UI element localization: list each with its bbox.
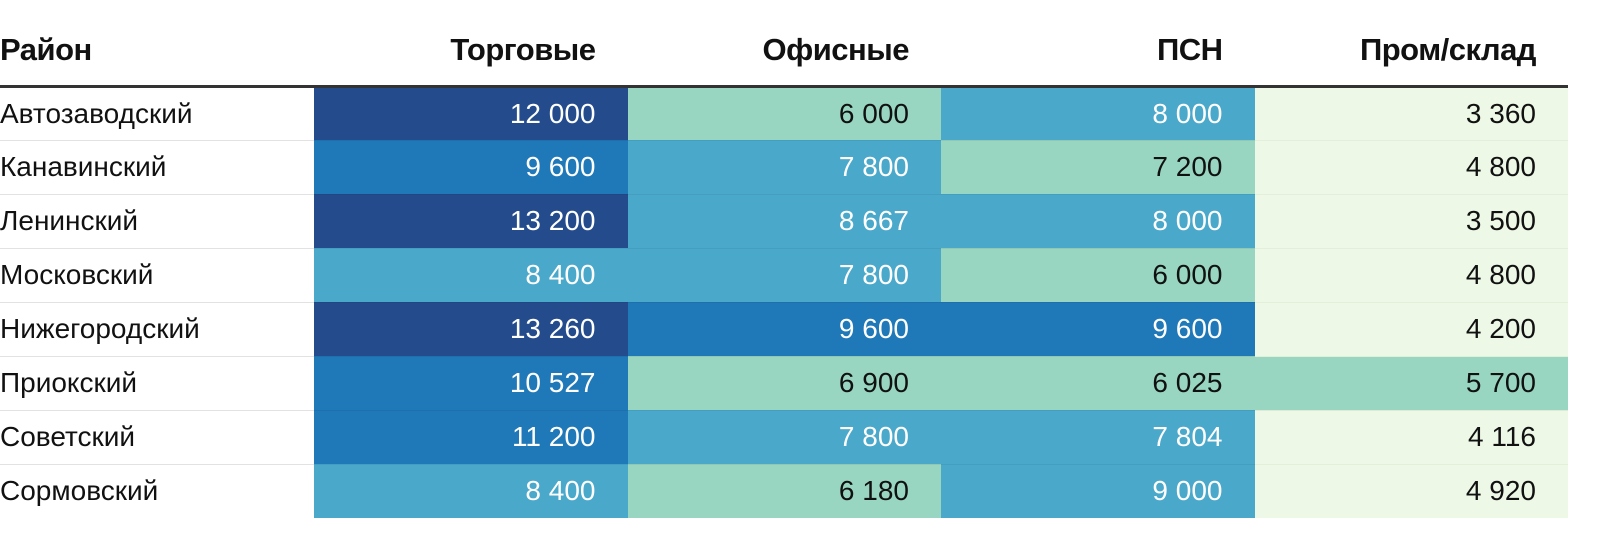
heat-cell: 6 900 <box>627 356 941 411</box>
heat-cell: 8 000 <box>941 86 1255 141</box>
district-name: Нижегородский <box>0 302 314 357</box>
heat-cell: 10 527 <box>314 356 628 411</box>
district-name: Ленинский <box>0 194 314 249</box>
district-name: Канавинский <box>0 140 314 195</box>
table-row: Сормовский 8 400 6 180 9 000 4 920 <box>0 464 1568 518</box>
heat-cell: 5 700 <box>1254 356 1568 411</box>
heat-cell: 11 200 <box>314 410 628 465</box>
table-row: Нижегородский 13 260 9 600 9 600 4 200 <box>0 302 1568 357</box>
heat-cell: 3 500 <box>1254 194 1568 249</box>
heat-cell: 4 200 <box>1254 302 1568 357</box>
heat-cell: 4 116 <box>1254 410 1568 465</box>
heat-cell: 13 200 <box>314 194 628 249</box>
district-name: Сормовский <box>0 464 314 518</box>
column-header-industrial-warehouse: Пром/склад <box>1254 0 1568 88</box>
heat-cell: 7 800 <box>627 248 941 303</box>
heat-cell: 9 600 <box>627 302 941 357</box>
heat-cell: 7 200 <box>941 140 1255 195</box>
table-row: Приокский 10 527 6 900 6 025 5 700 <box>0 356 1568 411</box>
heat-cell: 4 800 <box>1254 140 1568 195</box>
column-header-retail: Торговые <box>314 0 628 88</box>
header-row: Район Торговые Офисные ПСН Пром/склад <box>0 0 1568 88</box>
heat-cell: 9 600 <box>314 140 628 195</box>
heat-cell: 4 800 <box>1254 248 1568 303</box>
heat-cell: 4 920 <box>1254 464 1568 518</box>
heat-cell: 6 025 <box>941 356 1255 411</box>
table-body: Автозаводский 12 000 6 000 8 000 3 360 Канави… <box>0 86 1568 518</box>
heat-cell: 8 000 <box>941 194 1255 249</box>
heat-cell: 6 000 <box>627 86 941 141</box>
heat-cell: 6 000 <box>941 248 1255 303</box>
heat-cell: 7 800 <box>627 140 941 195</box>
column-header-psn: ПСН <box>941 0 1255 88</box>
heat-cell: 9 000 <box>941 464 1255 518</box>
heat-cell: 8 400 <box>314 464 628 518</box>
heat-cell: 8 667 <box>627 194 941 249</box>
heat-cell: 6 180 <box>627 464 941 518</box>
column-header-district: Район <box>0 0 314 88</box>
table-row: Советский 11 200 7 800 7 804 4 116 <box>0 410 1568 465</box>
heat-cell: 8 400 <box>314 248 628 303</box>
district-name: Советский <box>0 410 314 465</box>
column-header-office: Офисные <box>627 0 941 88</box>
table-row: Автозаводский 12 000 6 000 8 000 3 360 <box>0 86 1568 141</box>
table-row: Канавинский 9 600 7 800 7 200 4 800 <box>0 140 1568 195</box>
district-name: Московский <box>0 248 314 303</box>
heat-cell: 7 800 <box>627 410 941 465</box>
heatmap-table: Район Торговые Офисные ПСН Пром/склад Ав… <box>0 0 1568 518</box>
heat-cell: 12 000 <box>314 86 628 141</box>
district-name: Приокский <box>0 356 314 411</box>
heat-cell: 9 600 <box>941 302 1255 357</box>
heat-cell: 13 260 <box>314 302 628 357</box>
table-row: Ленинский 13 200 8 667 8 000 3 500 <box>0 194 1568 249</box>
heat-cell: 3 360 <box>1254 86 1568 141</box>
district-name: Автозаводский <box>0 86 314 141</box>
table-row: Московский 8 400 7 800 6 000 4 800 <box>0 248 1568 303</box>
heat-cell: 7 804 <box>941 410 1255 465</box>
